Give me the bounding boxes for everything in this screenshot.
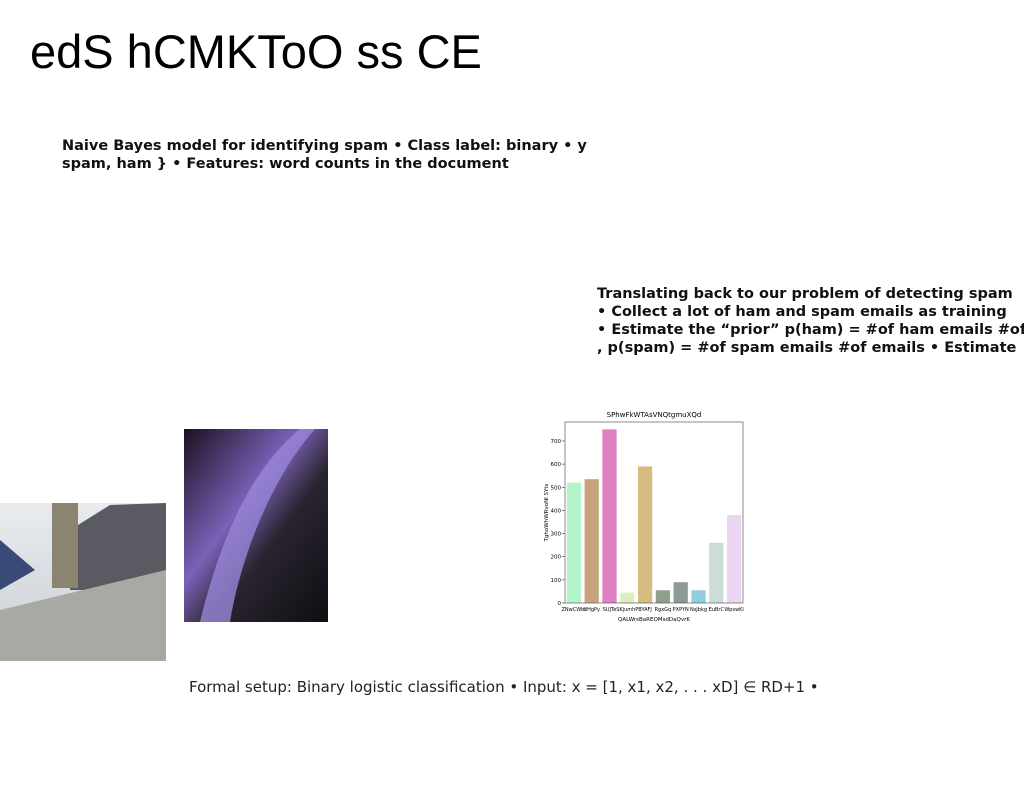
text-line: spam, ham } • Features: word counts in t…	[62, 156, 509, 172]
abstract-image	[184, 429, 328, 622]
x-tick-label: RgxGq	[655, 607, 672, 613]
bar	[584, 479, 599, 603]
y-axis-label: TghoWhWRvoNI SYts	[544, 483, 550, 542]
x-tick-label: SKjumhP	[616, 607, 638, 613]
y-tick-label: 200	[551, 555, 562, 561]
bar-chart: SPhwFkWTAsVNQtgmuXQd QALWrsBaREOMsdDaQvrK…	[544, 411, 744, 623]
x-tick-label: WpswKl	[724, 607, 743, 613]
y-tick-label: 300	[551, 532, 562, 538]
y-tick-label: 0	[558, 601, 562, 607]
text-line: , p(spam) = #of spam emails #of emails •…	[597, 340, 1017, 356]
x-axis-label: QALWrsBaREOMsdDaQvrK	[618, 617, 690, 623]
bar	[637, 466, 653, 603]
y-tick-label: 700	[551, 439, 562, 445]
y-tick-label: 600	[551, 462, 562, 468]
x-tick-label: NsJbkg	[690, 607, 707, 613]
photo	[0, 503, 166, 661]
x-tick-label: PXPYN	[673, 607, 689, 613]
plot-frame	[564, 421, 744, 604]
bar	[673, 582, 688, 603]
bar	[691, 590, 706, 603]
y-tick-label: 400	[551, 508, 562, 514]
bar	[620, 592, 635, 603]
bar	[726, 515, 742, 603]
x-tick-label: UHgPy	[583, 607, 600, 613]
bar	[709, 542, 724, 603]
text-line: • Estimate the “prior” p(ham) = #of ham …	[597, 322, 1024, 338]
text-line: Naive Bayes model for identifying spam •…	[62, 138, 587, 154]
x-tick-label: EuBrC	[709, 607, 725, 613]
x-tick-label: ZNwCWbt	[561, 607, 586, 613]
bar	[655, 590, 671, 603]
text-block: Naive Bayes model for identifying spam •…	[62, 137, 587, 173]
footer-text: Formal setup: Binary logistic classifica…	[189, 678, 819, 696]
x-tick-label: BYAFJ	[638, 607, 652, 613]
y-tick-label: 500	[551, 485, 562, 491]
y-tick-label: 100	[551, 578, 562, 584]
chart-title: SPhwFkWTAsVNQtgmuXQd	[607, 411, 702, 419]
slide-title: edS hCMKToO ss CE	[30, 25, 482, 78]
bar	[602, 429, 617, 603]
text-block: Translating back to our problem of detec…	[597, 285, 1024, 357]
text-line: Translating back to our problem of detec…	[597, 286, 1013, 302]
x-tick-label: SUJTe	[603, 607, 617, 613]
bar	[566, 482, 582, 603]
text-line: • Collect a lot of ham and spam emails a…	[597, 304, 1007, 320]
